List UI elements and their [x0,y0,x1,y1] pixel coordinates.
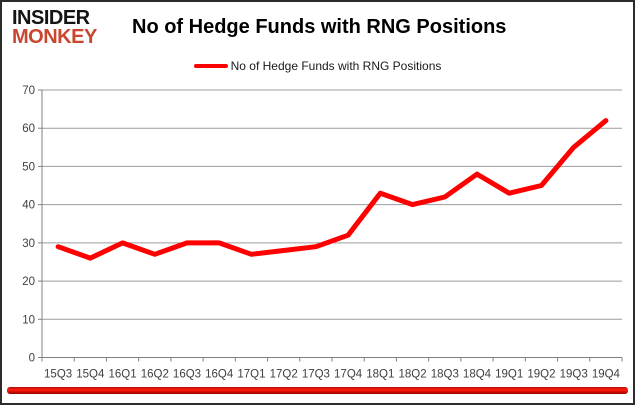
x-axis-label: 16Q2 [141,369,169,381]
logo-text-insider: INSIDER [12,7,90,29]
chart-legend: No of Hedge Funds with RNG Positions [2,59,633,73]
x-axis-label: 17Q3 [302,369,330,381]
y-axis-label: 30 [22,238,35,250]
y-axis-label: 60 [22,123,35,135]
x-axis-label: 19Q4 [592,369,621,381]
legend-label: No of Hedge Funds with RNG Positions [230,59,442,73]
logo-text-monkey: MONKEY [12,26,97,48]
y-axis-label: 0 [29,353,35,365]
x-axis-label: 17Q2 [270,369,298,381]
x-axis-label: 16Q1 [108,369,136,381]
y-axis-label: 70 [22,85,35,97]
x-axis-label: 17Q4 [334,369,363,381]
x-axis-label: 16Q3 [173,369,201,381]
x-axis-label: 18Q1 [366,369,394,381]
x-axis-label: 17Q1 [237,369,265,381]
y-axis-label: 20 [22,276,35,288]
x-axis-label: 15Q4 [76,369,105,381]
y-axis-label: 10 [22,314,35,326]
insider-monkey-logo: INSIDER MONKEY [12,7,97,48]
x-axis-label: 18Q2 [398,369,426,381]
x-axis-label: 19Q3 [560,369,588,381]
y-axis-label: 50 [22,161,35,173]
page-title: No of Hedge Funds with RNG Positions [132,16,507,38]
legend-line-swatch-icon [193,64,228,68]
series-line-rng [55,118,609,261]
y-axis-label: 40 [22,200,35,212]
x-axis-label: 16Q4 [205,369,234,381]
x-axis-label: 19Q1 [495,369,523,381]
header: INSIDER MONKEY No of Hedge Funds with RN… [10,7,625,55]
x-axis-label: 19Q2 [527,369,555,381]
x-axis-label: 15Q3 [44,369,72,381]
x-axis-label: 18Q3 [431,369,459,381]
bottom-accent-bar [7,387,628,394]
x-axis-label: 18Q4 [463,369,492,381]
